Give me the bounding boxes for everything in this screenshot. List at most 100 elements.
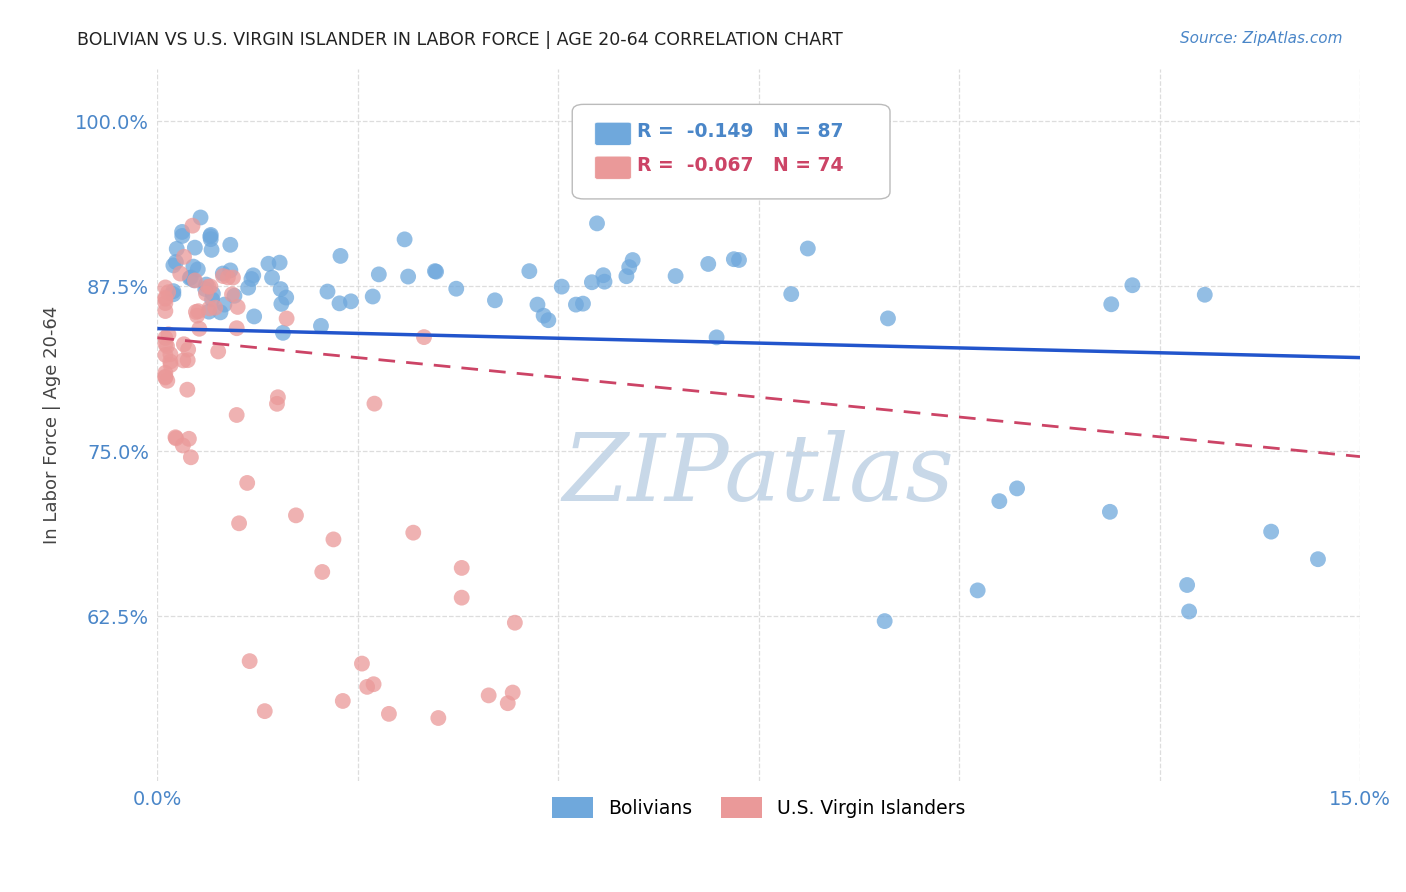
- Point: [423, 264, 446, 278]
- Point: [271, 326, 294, 340]
- Point: [225, 321, 247, 335]
- Point: [1178, 604, 1201, 618]
- Point: [621, 253, 644, 268]
- Point: [165, 430, 187, 444]
- Point: [526, 297, 548, 311]
- Point: [173, 250, 195, 264]
- Point: [214, 297, 236, 311]
- Point: [155, 331, 177, 345]
- Point: [396, 269, 419, 284]
- Point: [188, 322, 211, 336]
- Point: [157, 327, 180, 342]
- Point: [177, 343, 200, 357]
- Point: [207, 344, 229, 359]
- Point: [217, 270, 239, 285]
- Point: [276, 291, 298, 305]
- Point: [238, 280, 260, 294]
- Point: [155, 304, 177, 318]
- Point: [425, 265, 447, 279]
- Point: [180, 270, 202, 285]
- Point: [484, 293, 506, 308]
- Point: [592, 268, 614, 283]
- Point: [586, 216, 609, 230]
- Point: [257, 257, 280, 271]
- Point: [195, 277, 218, 292]
- Point: [169, 267, 191, 281]
- Point: [363, 677, 385, 691]
- Point: [797, 242, 820, 256]
- Point: [184, 273, 207, 287]
- Point: [228, 516, 250, 531]
- Point: [159, 354, 181, 368]
- Point: [496, 696, 519, 710]
- Point: [181, 219, 204, 233]
- Point: [221, 287, 243, 301]
- Point: [183, 260, 205, 274]
- Point: [316, 285, 339, 299]
- Point: [533, 309, 555, 323]
- Point: [253, 704, 276, 718]
- Point: [1005, 482, 1028, 496]
- Point: [706, 330, 728, 344]
- Point: [309, 318, 332, 333]
- Point: [200, 243, 222, 257]
- Point: [581, 275, 603, 289]
- Point: [427, 711, 450, 725]
- Point: [243, 310, 266, 324]
- Point: [157, 285, 180, 300]
- Point: [204, 301, 226, 315]
- Point: [284, 508, 307, 523]
- Point: [236, 475, 259, 490]
- Point: [197, 279, 219, 293]
- Point: [200, 229, 222, 244]
- Point: [190, 211, 212, 225]
- Point: [165, 255, 187, 269]
- Point: [209, 305, 232, 319]
- Point: [187, 262, 209, 277]
- Point: [572, 296, 595, 310]
- Point: [200, 227, 222, 242]
- Point: [367, 268, 389, 282]
- Point: [517, 264, 540, 278]
- Point: [162, 287, 184, 301]
- Y-axis label: In Labor Force | Age 20-64: In Labor Force | Age 20-64: [44, 306, 60, 544]
- Point: [155, 292, 177, 306]
- Point: [780, 287, 803, 301]
- Point: [697, 257, 720, 271]
- Point: [226, 300, 249, 314]
- Point: [1098, 505, 1121, 519]
- Point: [356, 680, 378, 694]
- Point: [269, 255, 291, 269]
- Point: [1194, 287, 1216, 301]
- Point: [593, 275, 616, 289]
- Point: [537, 313, 560, 327]
- Point: [1260, 524, 1282, 539]
- Point: [450, 591, 472, 605]
- Point: [378, 706, 401, 721]
- Point: [1121, 278, 1143, 293]
- Point: [198, 304, 221, 318]
- Point: [877, 311, 900, 326]
- Point: [219, 237, 242, 252]
- Point: [162, 259, 184, 273]
- Point: [665, 268, 688, 283]
- Point: [166, 242, 188, 256]
- Point: [1175, 578, 1198, 592]
- Point: [201, 293, 224, 307]
- Point: [172, 438, 194, 452]
- Text: ZIPatlas: ZIPatlas: [562, 430, 955, 520]
- Point: [159, 347, 181, 361]
- Point: [179, 271, 201, 285]
- Point: [266, 397, 288, 411]
- Point: [363, 397, 385, 411]
- Point: [478, 689, 501, 703]
- Point: [155, 369, 177, 384]
- Text: R =  -0.149   N = 87: R = -0.149 N = 87: [637, 121, 844, 141]
- Point: [219, 263, 242, 277]
- Point: [177, 432, 200, 446]
- Point: [503, 615, 526, 630]
- Point: [155, 291, 177, 305]
- Point: [550, 279, 572, 293]
- Point: [873, 614, 896, 628]
- Point: [159, 358, 181, 372]
